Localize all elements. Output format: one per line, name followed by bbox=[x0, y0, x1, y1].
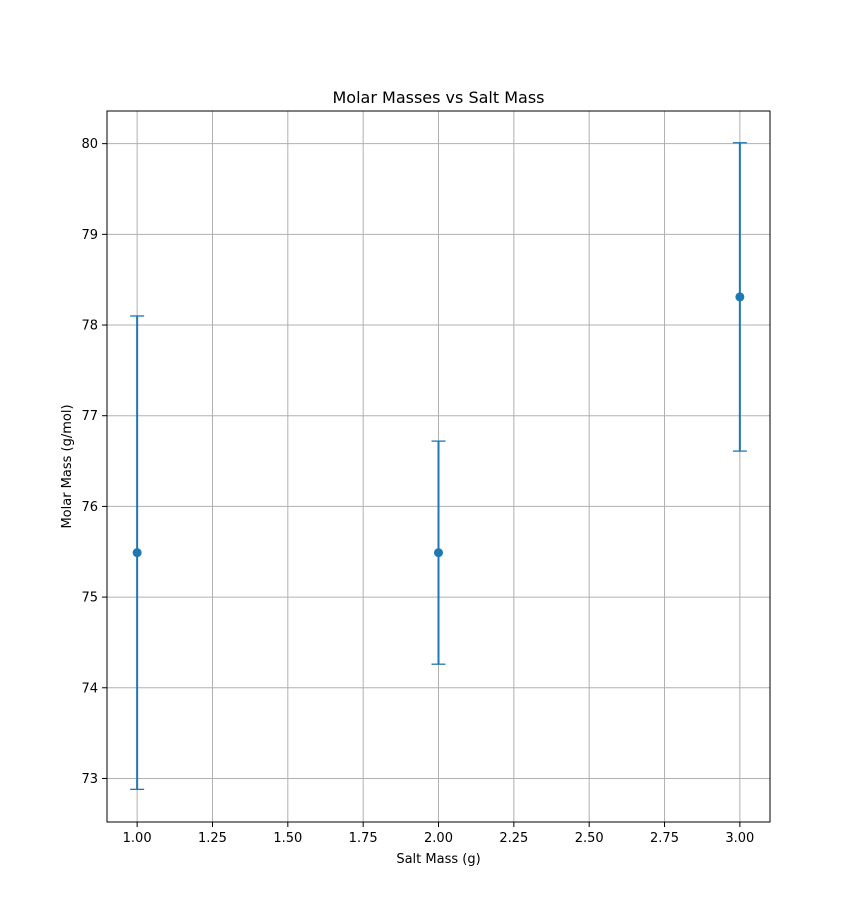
x-axis-label: Salt Mass (g) bbox=[396, 852, 480, 867]
x-tick-label: 2.50 bbox=[575, 831, 604, 846]
x-tick-label: 2.00 bbox=[424, 831, 453, 846]
x-tick-label: 2.75 bbox=[650, 831, 679, 846]
y-axis-label: Molar Mass (g/mol) bbox=[60, 404, 75, 528]
y-tick-label: 74 bbox=[81, 681, 98, 696]
chart-title: Molar Masses vs Salt Mass bbox=[333, 88, 545, 107]
x-tick-label: 1.25 bbox=[198, 831, 227, 846]
y-tick-label: 73 bbox=[81, 772, 98, 787]
x-tick-label: 2.25 bbox=[499, 831, 528, 846]
data-layer bbox=[130, 142, 747, 791]
x-tick-label: 1.50 bbox=[273, 831, 302, 846]
x-tick-label: 3.00 bbox=[725, 831, 754, 846]
y-tick-label: 76 bbox=[81, 500, 98, 515]
y-tick-label: 80 bbox=[81, 137, 98, 152]
y-tick-label: 77 bbox=[81, 409, 98, 424]
x-tick-label: 1.00 bbox=[123, 831, 152, 846]
y-tick-label: 79 bbox=[81, 228, 98, 243]
ticks-layer: 1.00 1.25 1.50 1.75 2.00 2.25 2.50 2.75 3.00 73 74… bbox=[81, 137, 754, 846]
x-tick-label: 1.75 bbox=[349, 831, 378, 846]
plot-frame bbox=[106, 110, 771, 823]
y-tick-label: 75 bbox=[81, 591, 98, 606]
data-point bbox=[434, 548, 443, 558]
y-tick-label: 78 bbox=[81, 319, 98, 334]
data-point bbox=[132, 548, 142, 558]
data-point bbox=[735, 292, 745, 302]
